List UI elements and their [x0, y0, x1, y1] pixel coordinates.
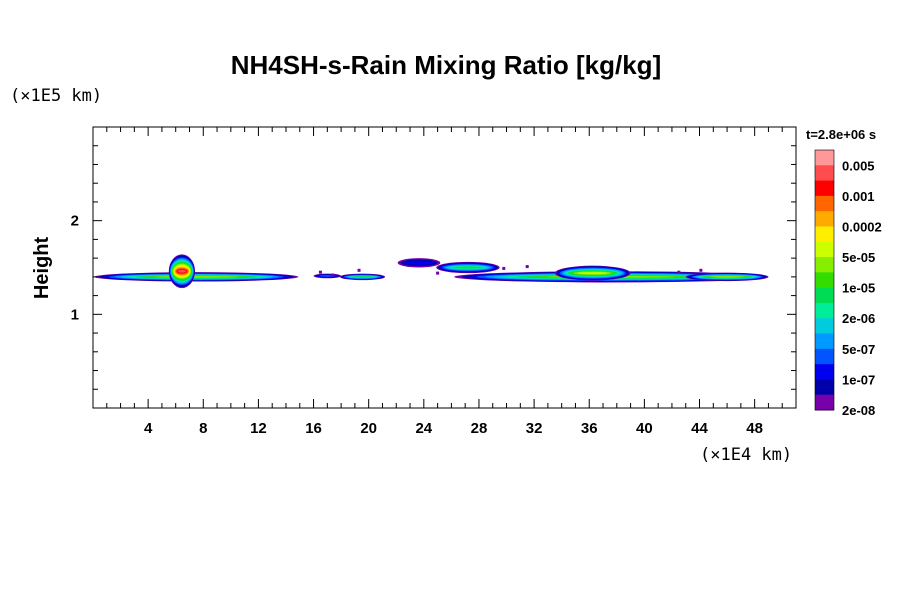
- cloud-blob: [94, 272, 299, 282]
- x-tick-label: 24: [415, 420, 432, 437]
- data-speckle: [331, 273, 335, 277]
- colorbar-swatch: [815, 180, 834, 197]
- y-tick-label: 1: [71, 306, 79, 323]
- colorbar-swatch: [815, 348, 834, 365]
- plot-area: [94, 254, 769, 289]
- contour-level: [352, 276, 373, 278]
- colorbar-swatch: [815, 211, 834, 227]
- data-speckle: [699, 268, 703, 272]
- colorbar-swatch: [815, 394, 834, 411]
- colorbar-swatch: [815, 150, 834, 166]
- colorbar-label: 5e-05: [842, 250, 875, 265]
- colorbar-label: 5e-07: [842, 342, 875, 357]
- data-speckle: [436, 271, 440, 275]
- x-tick-label: 40: [636, 420, 653, 437]
- colorbar-swatch: [815, 333, 834, 350]
- x-tick-label: 8: [199, 420, 207, 437]
- x-tick-label: 48: [746, 420, 763, 437]
- plot-frame: [92, 126, 797, 409]
- colorbar-label: 0.001: [842, 189, 875, 204]
- x-tick-label: 16: [305, 420, 322, 437]
- colorbar-label: 1e-05: [842, 281, 875, 296]
- colorbar-swatch: [815, 257, 834, 273]
- colorbar-swatch: [815, 165, 834, 182]
- data-speckle: [357, 268, 361, 272]
- contour-level: [710, 276, 744, 278]
- x-tick-label: 4: [144, 420, 153, 437]
- x-tick-label: 28: [471, 420, 488, 437]
- data-speckle: [318, 270, 322, 274]
- data-speckle: [525, 265, 529, 269]
- colorbar-label: 1e-07: [842, 372, 875, 387]
- y-axis-unit: (×1E5 km): [10, 86, 102, 106]
- cloud-blob: [313, 273, 342, 279]
- y-tick-label: 2: [71, 213, 79, 230]
- contour-level: [177, 269, 187, 273]
- chart-title: NH4SH-s-Rain Mixing Ratio [kg/kg]: [231, 50, 661, 80]
- colorbar: 0.005 0.001 0.0002 5e-05 1e-05 2e-06 5e-07 1e-0…: [814, 149, 882, 418]
- colorbar-label: 2e-08: [842, 403, 875, 418]
- colorbar-swatch: [815, 272, 834, 289]
- cloud-blob: [397, 258, 441, 268]
- x-axis: 4 8 12 16 20 24 28 32 36 40 44 48: [106, 127, 783, 437]
- cloud-blob: [168, 254, 196, 289]
- colorbar-frame: [814, 149, 835, 411]
- y-axis: 12: [71, 145, 796, 390]
- colorbar-swatch: [815, 287, 834, 304]
- colorbar-label: 2e-06: [842, 311, 875, 326]
- colorbar-label: 0.0002: [842, 219, 882, 234]
- colorbar-swatch: [815, 379, 834, 396]
- cloud-blob: [339, 273, 386, 281]
- cloud-blob: [436, 261, 500, 274]
- colorbar-swatch: [815, 364, 834, 380]
- data-speckle: [502, 266, 506, 270]
- contour-level: [577, 272, 608, 275]
- x-tick-label: 32: [526, 420, 543, 437]
- data-speckle: [677, 270, 681, 274]
- x-axis-unit: (×1E4 km): [700, 445, 792, 465]
- colorbar-swatch: [815, 241, 834, 258]
- time-label: t=2.8e+06 s: [806, 127, 876, 142]
- contour-level: [155, 276, 238, 278]
- colorbar-label: 0.005: [842, 158, 875, 173]
- contour-level: [404, 260, 434, 265]
- x-tick-label: 20: [360, 420, 377, 437]
- colorbar-swatch: [815, 302, 834, 319]
- x-tick-label: 44: [691, 420, 708, 437]
- contour-level: [453, 266, 483, 269]
- cloud-blob: [554, 265, 631, 281]
- cloud-blob: [685, 272, 769, 282]
- x-tick-label: 12: [250, 420, 267, 437]
- colorbar-swatch: [815, 226, 834, 243]
- colorbar-swatch: [815, 318, 834, 335]
- y-axis-label: Height: [31, 237, 53, 300]
- x-tick-label: 36: [581, 420, 598, 437]
- colorbar-swatch: [815, 195, 834, 212]
